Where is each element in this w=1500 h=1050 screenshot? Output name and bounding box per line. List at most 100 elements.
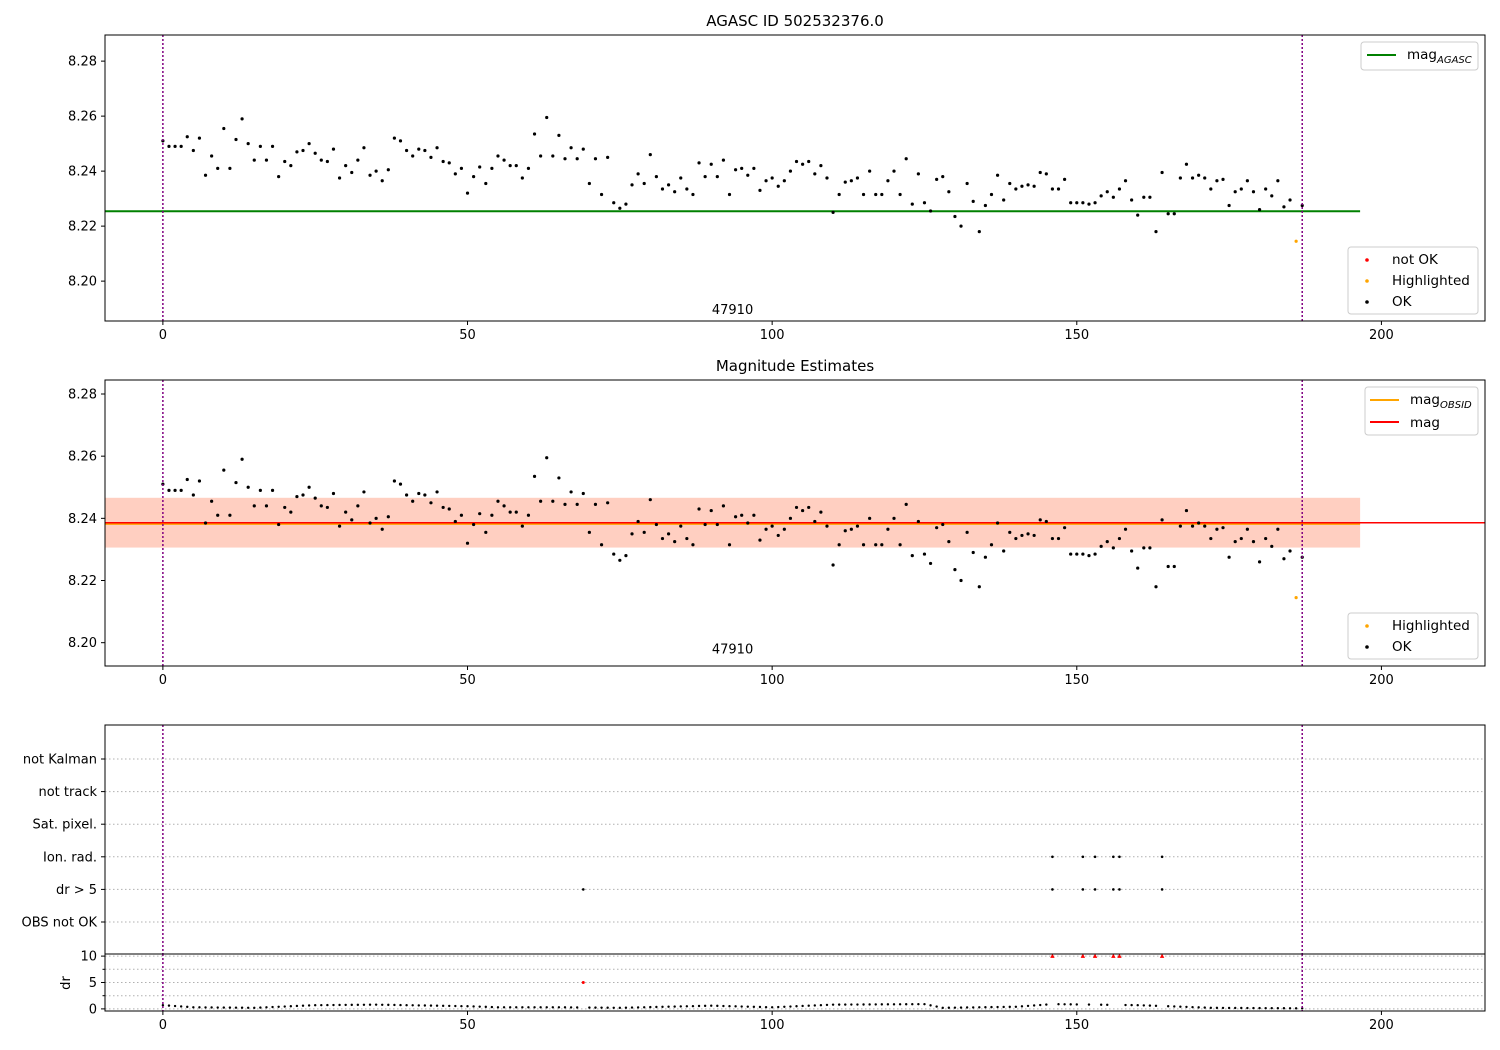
ok-point [319, 504, 323, 508]
ok-point [642, 181, 646, 186]
dr-point [368, 1003, 372, 1006]
dr-point [1142, 1004, 1146, 1007]
dr-point [1209, 1006, 1213, 1010]
ok-point [1063, 177, 1067, 181]
ok-point [801, 508, 805, 513]
dr-point [862, 1003, 865, 1006]
ok-point [228, 166, 232, 170]
ok-point [1270, 194, 1274, 198]
flag-point [1081, 855, 1085, 859]
ok-point [813, 172, 817, 176]
ok-point [1160, 518, 1164, 522]
dr-point [246, 1006, 250, 1009]
dr-point [697, 1004, 701, 1008]
ok-point [216, 166, 220, 170]
ok-point [642, 530, 646, 534]
ok-point [825, 524, 829, 528]
dr-point [344, 1003, 347, 1007]
ok-point [197, 479, 202, 483]
dr-point [423, 1004, 427, 1007]
ok-point [423, 493, 427, 497]
ok-point [794, 505, 799, 510]
ok-point [203, 521, 208, 525]
legend-mag-obsid-label: magOBSID [1410, 392, 1472, 411]
ok-point [1142, 546, 1146, 550]
ok-point [532, 132, 537, 136]
dr-point [972, 1006, 975, 1009]
ok-point [819, 164, 823, 168]
ok-point [916, 519, 920, 524]
dr-point [313, 1003, 317, 1007]
dr-not-ok-point [581, 981, 585, 984]
dr-point [868, 1003, 871, 1006]
ok-point [216, 513, 220, 517]
legend-ok-marker-2 [1365, 645, 1369, 649]
ok-point [1044, 172, 1048, 176]
dr-point [1075, 1003, 1078, 1006]
ok-point [892, 516, 896, 520]
ok-point [892, 169, 896, 173]
ok-point [904, 502, 908, 506]
ok-point [849, 527, 853, 531]
agasc-legend-bottom-box [1347, 246, 1479, 315]
ok-point [277, 522, 281, 527]
ok-point [1282, 557, 1286, 561]
dr-point [1179, 1005, 1182, 1008]
ok-point [819, 510, 823, 514]
estimates-obsid-annotation: 47910 [712, 643, 753, 658]
ok-point [337, 524, 342, 528]
ok-point [356, 158, 360, 162]
ok-point [368, 173, 372, 177]
estimates-legend-bottom-box [1347, 612, 1479, 660]
ok-point [307, 142, 311, 146]
ok-point [1056, 187, 1061, 191]
ok-point [350, 518, 354, 522]
ok-point [1105, 190, 1109, 194]
x-tick-label: 0 [159, 328, 167, 343]
ok-point [916, 172, 920, 176]
dr-point [1276, 1007, 1280, 1010]
ok-point [1160, 170, 1164, 175]
x-tick-label: 50 [459, 673, 476, 688]
ok-point [319, 158, 323, 162]
dr-point [1191, 1005, 1194, 1009]
dr-point [1203, 1006, 1206, 1009]
ok-point [484, 181, 488, 186]
ok-point [1276, 179, 1280, 183]
ok-point [995, 521, 1000, 525]
dr-point [710, 1004, 713, 1007]
ok-point [435, 490, 439, 494]
ok-point [1203, 524, 1207, 528]
ok-point [874, 543, 878, 547]
ok-point [709, 508, 713, 513]
ok-point [1209, 536, 1213, 541]
ok-point [386, 515, 390, 519]
ok-point [746, 173, 750, 177]
dr-point [508, 1006, 512, 1009]
ok-point [1215, 527, 1219, 531]
dr-point [490, 1005, 494, 1009]
ok-point [392, 136, 397, 140]
ok-point [575, 502, 579, 506]
dr-point [783, 1005, 786, 1008]
ok-point [362, 490, 366, 494]
ok-point [965, 530, 969, 534]
ok-point [703, 175, 707, 179]
dr-point [856, 1003, 859, 1006]
ok-point [386, 168, 390, 172]
ok-point [1032, 533, 1036, 538]
legend-mag-label: mag [1410, 415, 1440, 431]
ok-point [959, 224, 963, 228]
x-tick-label: 200 [1369, 328, 1394, 343]
dr-point [569, 1006, 573, 1009]
dr-point [600, 1006, 603, 1009]
legend-mag-obsid-text: mag [1410, 392, 1440, 408]
estimates-legend-top: magOBSID mag [1364, 386, 1479, 436]
ok-point [904, 157, 908, 161]
ok-point [539, 499, 543, 503]
dr-point [1185, 1005, 1188, 1009]
ok-point [1038, 518, 1042, 522]
ok-point [1008, 181, 1012, 186]
flag-point [1118, 888, 1121, 891]
